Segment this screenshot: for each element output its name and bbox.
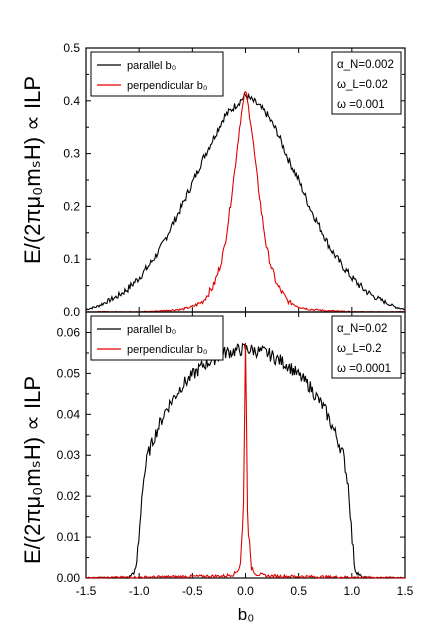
x-tick-label: 1.0: [343, 584, 360, 598]
x-tick-label: -0.5: [182, 584, 203, 598]
y-tick-label: 0.2: [63, 199, 80, 213]
y-tick-label: 0.04: [57, 407, 81, 421]
upper-panel: 0.0 0.1 0.2 0.3 0.4 0.5 parallel b₀ perpendicul…: [63, 41, 406, 319]
legend-label: parallel b₀: [127, 60, 176, 72]
param-label: ω_L=0.2: [337, 343, 381, 355]
x-tick-label: 0.0: [237, 584, 254, 598]
legend-label: perpendicular b₀: [127, 344, 207, 356]
legend-box: [90, 315, 224, 361]
param-label: α_N=0.02: [337, 323, 387, 335]
y-tick-label: 0.05: [57, 366, 81, 380]
y-tick-label: 0.0: [63, 305, 80, 319]
param-label: α_N=0.002: [337, 59, 394, 71]
y-axis-label-lower: E/(2πμ₀mₛH) ∝ ILP: [20, 376, 45, 564]
y-tick-label: 0.06: [57, 325, 81, 339]
x-axis-label: b₀: [238, 605, 255, 624]
x-tick-label: -1.5: [76, 584, 97, 598]
y-axis-label-upper: E/(2πμ₀mₛH) ∝ ILP: [20, 76, 45, 264]
lower-panel: 0.00 0.01 0.02 0.03 0.04 0.05 0.06 -1.5 -1.0 -0.5…: [57, 311, 414, 598]
x-tick-label: 1.5: [397, 584, 414, 598]
legend-label: perpendicular b₀: [127, 80, 207, 92]
y-tick-label: 0.4: [63, 94, 80, 108]
param-label: ω =0.001: [337, 99, 385, 111]
y-tick-label: 0.02: [57, 489, 81, 503]
y-tick-label: 0.1: [63, 252, 80, 266]
y-tick-label: 0.3: [63, 147, 80, 161]
params-box: [331, 315, 402, 379]
y-tick-label: 0.5: [63, 41, 80, 55]
y-tick-label: 0.03: [57, 448, 81, 462]
series-line-parallel: [85, 91, 406, 311]
y-tick-label: 0.01: [57, 530, 81, 544]
legend-box: [90, 51, 224, 97]
series-line-perpendicular: [85, 342, 406, 580]
param-label: ω_L=0.02: [337, 79, 388, 91]
x-tick-label: 0.5: [290, 584, 307, 598]
series-line-perpendicular: [85, 91, 406, 313]
params-box: [331, 51, 402, 115]
legend-label: parallel b₀: [127, 324, 176, 336]
x-tick-label: -1.0: [129, 584, 150, 598]
param-label: ω =0.0001: [337, 363, 391, 375]
y-tick-label: 0.00: [57, 571, 81, 585]
